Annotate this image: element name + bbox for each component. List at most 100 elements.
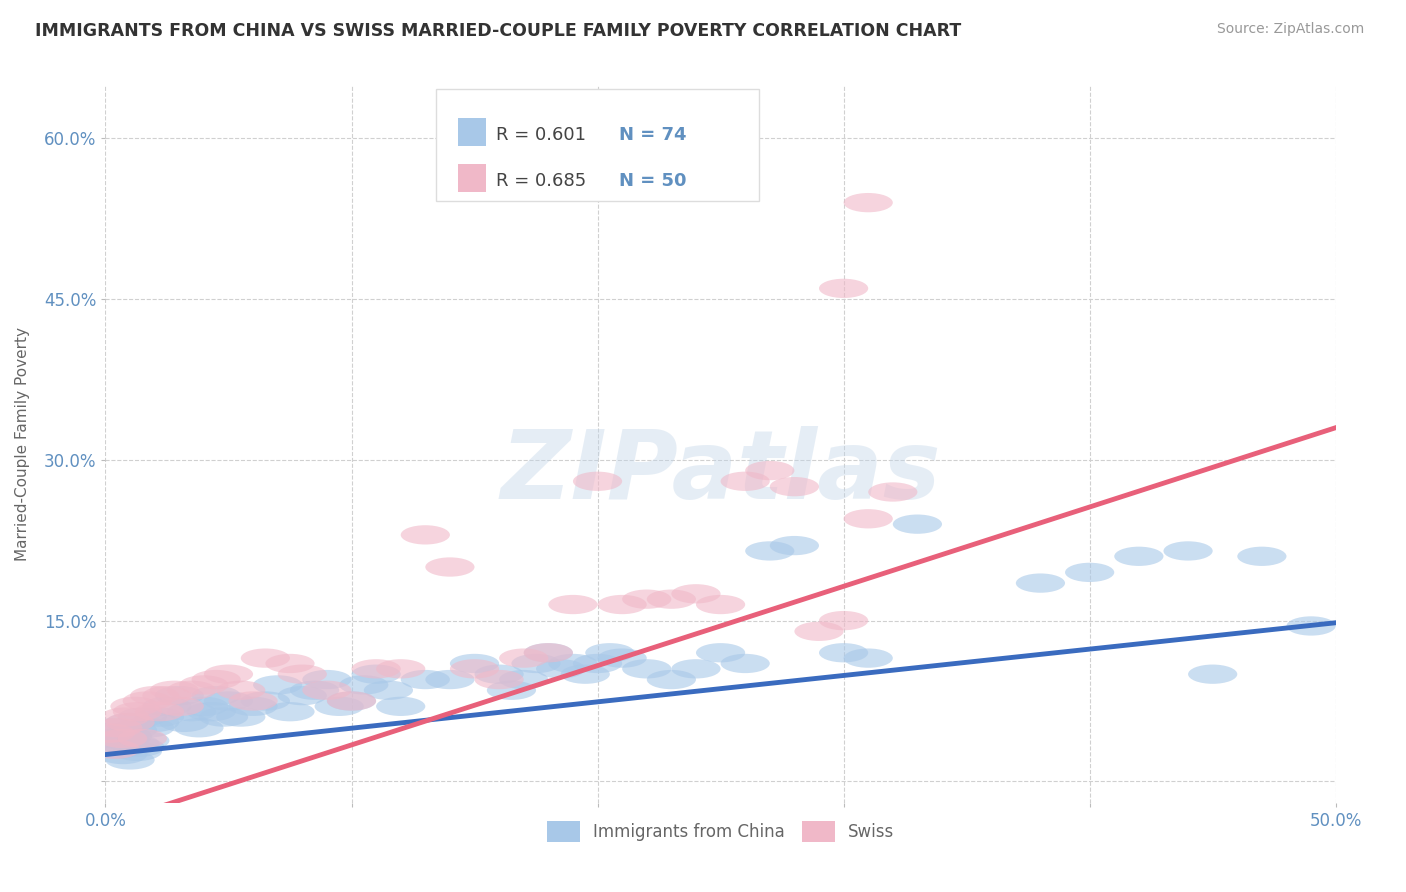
Ellipse shape [131, 713, 180, 732]
Ellipse shape [352, 665, 401, 684]
Ellipse shape [86, 729, 135, 748]
Ellipse shape [375, 659, 425, 679]
Text: R = 0.685: R = 0.685 [496, 172, 586, 190]
Ellipse shape [868, 483, 918, 501]
Ellipse shape [302, 670, 352, 690]
Ellipse shape [160, 713, 208, 732]
Ellipse shape [818, 278, 869, 298]
Ellipse shape [1164, 541, 1213, 560]
Ellipse shape [302, 681, 352, 700]
Ellipse shape [339, 675, 388, 695]
Ellipse shape [326, 691, 377, 711]
Ellipse shape [103, 727, 152, 746]
Ellipse shape [278, 686, 328, 706]
Ellipse shape [770, 536, 820, 555]
Ellipse shape [228, 697, 278, 716]
Ellipse shape [266, 702, 315, 722]
Ellipse shape [818, 611, 869, 631]
Legend: Immigrants from China, Swiss: Immigrants from China, Swiss [540, 814, 901, 848]
Ellipse shape [844, 648, 893, 668]
Ellipse shape [180, 697, 229, 716]
Ellipse shape [142, 697, 191, 716]
Ellipse shape [893, 515, 942, 533]
Ellipse shape [326, 691, 377, 711]
Ellipse shape [142, 686, 191, 706]
Ellipse shape [696, 595, 745, 615]
Ellipse shape [1015, 574, 1066, 593]
Ellipse shape [105, 750, 155, 770]
Ellipse shape [253, 675, 302, 695]
Ellipse shape [720, 654, 770, 673]
Ellipse shape [200, 707, 247, 727]
Ellipse shape [105, 713, 155, 732]
Ellipse shape [135, 707, 184, 727]
Ellipse shape [745, 461, 794, 480]
Ellipse shape [745, 541, 794, 560]
Ellipse shape [204, 691, 253, 711]
Ellipse shape [125, 718, 174, 738]
Ellipse shape [844, 509, 893, 528]
Text: IMMIGRANTS FROM CHINA VS SWISS MARRIED-COUPLE FAMILY POVERTY CORRELATION CHART: IMMIGRANTS FROM CHINA VS SWISS MARRIED-C… [35, 22, 962, 40]
Text: R = 0.601: R = 0.601 [496, 126, 586, 144]
Ellipse shape [217, 707, 266, 727]
Ellipse shape [401, 670, 450, 690]
Ellipse shape [115, 738, 165, 756]
Ellipse shape [475, 670, 524, 690]
Ellipse shape [375, 697, 425, 716]
Ellipse shape [548, 654, 598, 673]
Ellipse shape [548, 595, 598, 615]
Ellipse shape [150, 681, 200, 700]
Y-axis label: Married-Couple Family Poverty: Married-Couple Family Poverty [15, 326, 30, 561]
Ellipse shape [191, 686, 240, 706]
Ellipse shape [110, 697, 160, 716]
Ellipse shape [105, 713, 155, 732]
Ellipse shape [112, 742, 162, 761]
Ellipse shape [598, 595, 647, 615]
Ellipse shape [228, 691, 278, 711]
Text: ZIPatlas: ZIPatlas [501, 426, 941, 519]
Ellipse shape [574, 654, 623, 673]
Ellipse shape [647, 670, 696, 690]
Ellipse shape [93, 718, 142, 738]
Ellipse shape [1188, 665, 1237, 684]
Ellipse shape [818, 643, 869, 663]
Ellipse shape [108, 720, 157, 739]
Ellipse shape [90, 734, 141, 754]
Ellipse shape [96, 723, 145, 743]
Ellipse shape [1237, 547, 1286, 566]
Ellipse shape [278, 665, 328, 684]
Ellipse shape [155, 697, 204, 716]
Ellipse shape [352, 659, 401, 679]
Ellipse shape [122, 691, 172, 711]
Ellipse shape [585, 643, 634, 663]
Ellipse shape [450, 654, 499, 673]
Ellipse shape [110, 734, 160, 754]
Text: Source: ZipAtlas.com: Source: ZipAtlas.com [1216, 22, 1364, 37]
Ellipse shape [93, 739, 142, 759]
Ellipse shape [191, 670, 240, 690]
Ellipse shape [89, 718, 138, 738]
Ellipse shape [486, 681, 536, 700]
Ellipse shape [425, 670, 475, 690]
Ellipse shape [315, 697, 364, 716]
Ellipse shape [101, 707, 150, 727]
Ellipse shape [98, 745, 148, 764]
Ellipse shape [131, 686, 180, 706]
Ellipse shape [167, 702, 217, 722]
Ellipse shape [844, 193, 893, 212]
Ellipse shape [101, 731, 150, 750]
Ellipse shape [167, 681, 217, 700]
Ellipse shape [512, 654, 561, 673]
Ellipse shape [1066, 563, 1115, 582]
Ellipse shape [598, 648, 647, 668]
Ellipse shape [794, 622, 844, 641]
Ellipse shape [174, 718, 224, 738]
Ellipse shape [155, 686, 204, 706]
Ellipse shape [240, 691, 290, 711]
Ellipse shape [112, 702, 162, 722]
Ellipse shape [118, 729, 167, 748]
Ellipse shape [1114, 547, 1164, 566]
Ellipse shape [180, 675, 229, 695]
Ellipse shape [499, 648, 548, 668]
Ellipse shape [720, 472, 770, 491]
